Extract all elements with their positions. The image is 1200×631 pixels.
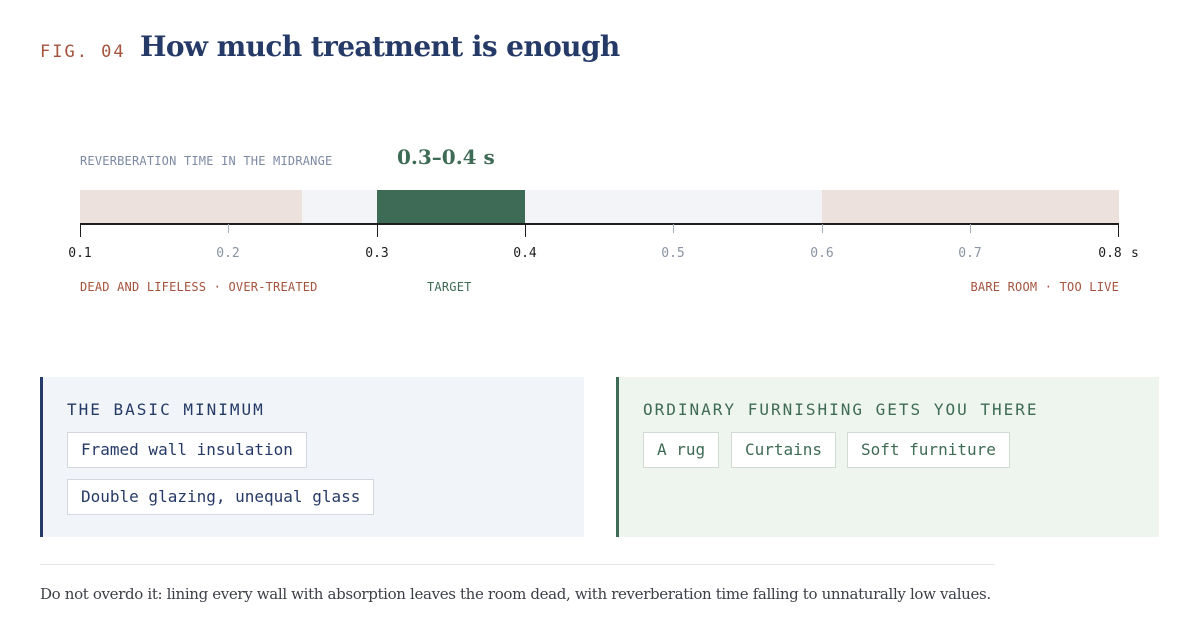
item-chip: A rug	[643, 432, 720, 468]
target-range-value: 0.3–0.4 s	[397, 145, 495, 169]
panel-heading: THE BASIC MINIMUM	[67, 400, 265, 419]
footer-note: Do not overdo it: lining every wall with…	[40, 585, 991, 603]
tick-mark	[80, 224, 81, 237]
page-title: How much treatment is enough	[140, 30, 620, 63]
zone-label-low: DEAD AND LIFELESS · OVER-TREATED	[80, 280, 318, 294]
tick-mark	[822, 224, 823, 233]
tick-mark	[673, 224, 674, 233]
item-chip: Soft furniture	[847, 432, 1010, 468]
tick-label: 0.6	[810, 246, 834, 261]
tick-label: 0.1	[68, 246, 92, 261]
tick-label: 0.8	[1098, 246, 1122, 261]
item-chip: Framed wall insulation	[67, 432, 307, 468]
tick-mark	[970, 224, 971, 233]
unit-label: s	[1131, 246, 1139, 261]
divider	[40, 564, 995, 565]
item-chip: Curtains	[731, 432, 837, 468]
tick-label: 0.5	[661, 246, 685, 261]
tick-mark	[1118, 224, 1119, 237]
zone-label-target: TARGET	[427, 280, 472, 294]
panel-basic-minimum: THE BASIC MINIMUM Framed wall insulation…	[40, 377, 584, 537]
tick-label: 0.2	[216, 246, 240, 261]
panel-heading: ORDINARY FURNISHING GETS YOU THERE	[643, 400, 1039, 419]
tick-mark	[377, 224, 378, 237]
band-acceptable-low	[302, 190, 377, 224]
scale-label: REVERBERATION TIME IN THE MIDRANGE	[80, 154, 333, 168]
figure-number: FIG. 04	[40, 42, 126, 62]
band-over-treated	[80, 190, 302, 224]
band-too-live	[822, 190, 1119, 224]
band-acceptable-high	[525, 190, 822, 224]
tick-label: 0.3	[365, 246, 389, 261]
tick-label: 0.4	[513, 246, 537, 261]
band-target	[377, 190, 525, 224]
item-chip: Double glazing, unequal glass	[67, 479, 375, 515]
tick-mark	[525, 224, 526, 237]
zone-label-high: BARE ROOM · TOO LIVE	[970, 280, 1119, 294]
tick-label: 0.7	[958, 246, 982, 261]
tick-mark	[228, 224, 229, 233]
panel-ordinary-furnishing: ORDINARY FURNISHING GETS YOU THERE A rug…	[616, 377, 1159, 537]
scale-axis	[80, 223, 1119, 225]
